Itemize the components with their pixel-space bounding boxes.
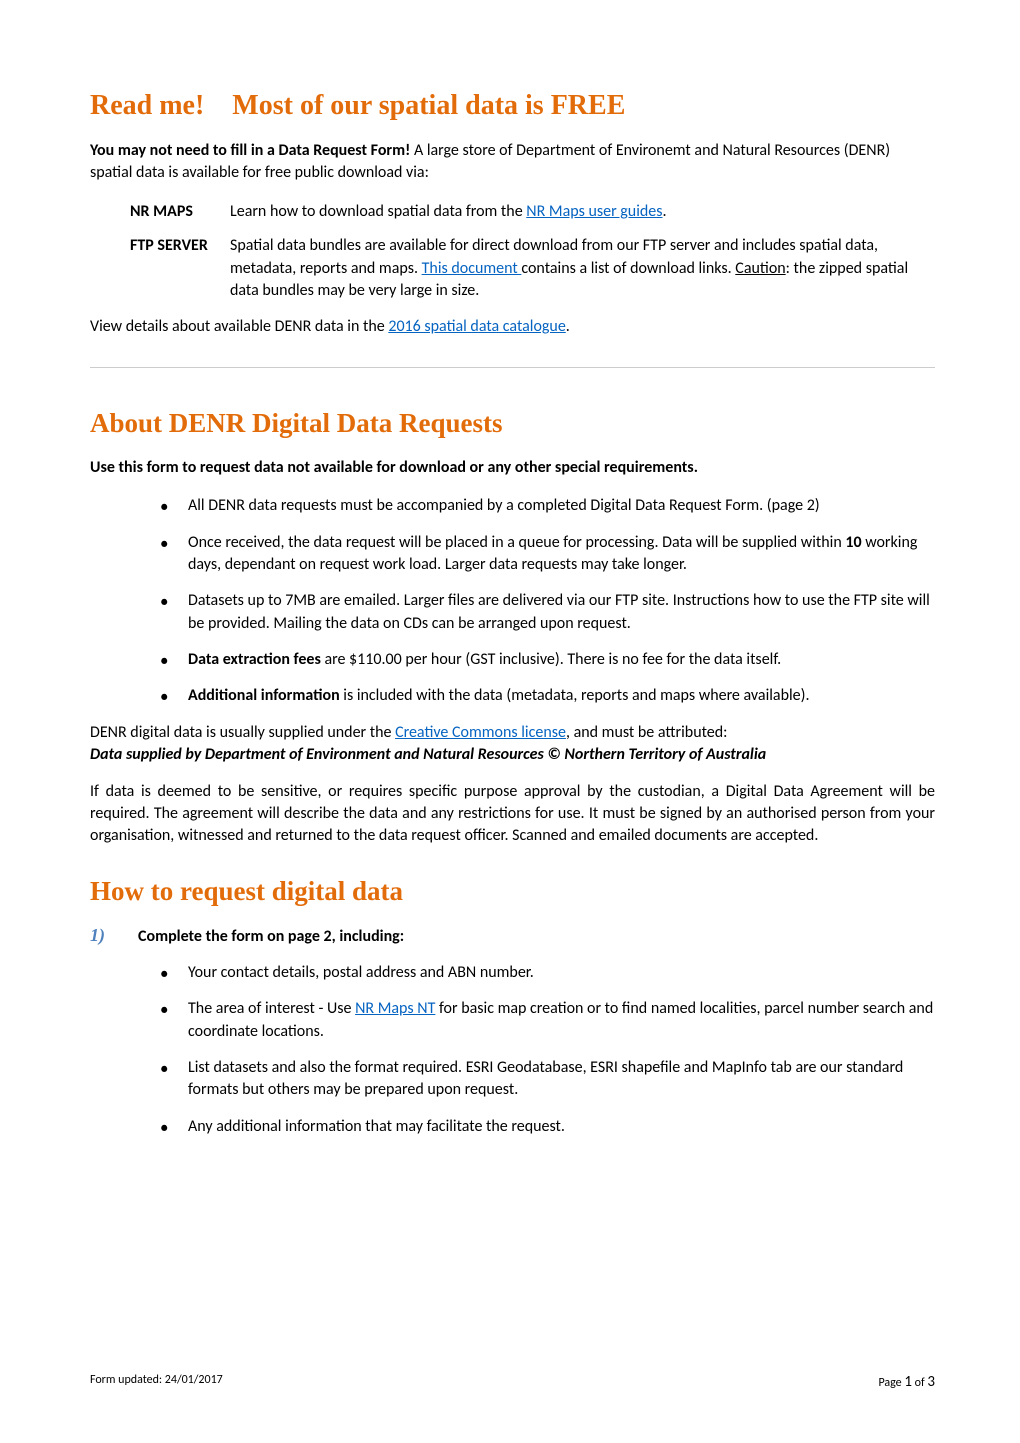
bullets-howto: Your contact details, postal address and… bbox=[90, 962, 935, 1138]
catalogue-link[interactable]: 2016 spatial data catalogue bbox=[388, 317, 565, 336]
bullet-text: Once received, the data request will be … bbox=[188, 533, 917, 574]
def-ftp-t2: contains a list of download links. bbox=[521, 259, 735, 278]
def-nrmaps-label: NR MAPS bbox=[130, 201, 230, 223]
bullet-text: List datasets and also the format requir… bbox=[188, 1058, 903, 1099]
step-1-text: Complete the form on page 2, including: bbox=[138, 927, 404, 946]
bullet-item: Datasets up to 7MB are emailed. Larger f… bbox=[160, 590, 935, 635]
attribution-text: Data supplied by Department of Environme… bbox=[90, 745, 766, 764]
license-paragraph: DENR digital data is usually supplied un… bbox=[90, 722, 935, 767]
bullet-item: List datasets and also the format requir… bbox=[160, 1057, 935, 1102]
def-nrmaps-t2: . bbox=[663, 202, 667, 221]
ftp-document-link[interactable]: This document bbox=[422, 259, 522, 278]
bullet-text: Data extraction fees are $110.00 per hou… bbox=[188, 650, 781, 669]
bullet-text: Any additional information that may faci… bbox=[188, 1117, 565, 1136]
heading-about: About DENR Digital Data Requests bbox=[90, 408, 935, 439]
bullet-item: Additional information is included with … bbox=[160, 685, 935, 707]
bullet-item: Any additional information that may faci… bbox=[160, 1116, 935, 1138]
catalogue-t2: . bbox=[566, 317, 570, 336]
bullet-item: All DENR data requests must be accompani… bbox=[160, 495, 935, 517]
cc-license-link[interactable]: Creative Commons license bbox=[395, 723, 566, 742]
footer-page-prefix: Page bbox=[878, 1376, 904, 1390]
intro-paragraph: You may not need to fill in a Data Reque… bbox=[90, 140, 935, 185]
bullet-item: The area of interest - Use NR Maps NT fo… bbox=[160, 998, 935, 1043]
def-ftp-row: FTP SERVER Spatial data bundles are avai… bbox=[90, 235, 935, 302]
bullets-about: All DENR data requests must be accompani… bbox=[90, 495, 935, 708]
nrmaps-guides-link[interactable]: NR Maps user guides bbox=[526, 202, 662, 221]
bullet-text: Additional information is included with … bbox=[188, 686, 810, 705]
bullet-item: Once received, the data request will be … bbox=[160, 532, 935, 577]
def-nrmaps-row: NR MAPS Learn how to download spatial da… bbox=[90, 201, 935, 223]
footer-page-cur: 1 bbox=[904, 1373, 912, 1391]
def-ftp-label: FTP SERVER bbox=[130, 235, 230, 302]
def-nrmaps-t1: Learn how to download spatial data from … bbox=[230, 202, 526, 221]
bullet-item: Your contact details, postal address and… bbox=[160, 962, 935, 984]
heading-readme-part2: Most of our spatial data is FREE bbox=[232, 90, 625, 121]
catalogue-t1: View details about available DENR data i… bbox=[90, 317, 388, 336]
def-nrmaps-content: Learn how to download spatial data from … bbox=[230, 201, 935, 223]
footer-updated: Form updated: 24/01/2017 bbox=[90, 1373, 223, 1391]
useform-paragraph: Use this form to request data not availa… bbox=[90, 457, 935, 479]
bullet-text-part: The area of interest - Use bbox=[188, 999, 355, 1018]
def-ftp-caution: Caution bbox=[735, 259, 785, 278]
page-footer: Form updated: 24/01/2017 Page 1 of 3 bbox=[90, 1373, 935, 1391]
license-t1: DENR digital data is usually supplied un… bbox=[90, 723, 395, 742]
bullet-item: Data extraction fees are $110.00 per hou… bbox=[160, 649, 935, 671]
footer-page: Page 1 of 3 bbox=[878, 1373, 935, 1391]
heading-readme: Read me! Most of our spatial data is FRE… bbox=[90, 90, 935, 122]
nrmaps-nt-link[interactable]: NR Maps NT bbox=[355, 999, 435, 1018]
intro-bold: You may not need to fill in a Data Reque… bbox=[90, 141, 410, 160]
section-divider bbox=[90, 367, 935, 368]
step-1-row: 1) Complete the form on page 2, includin… bbox=[90, 925, 935, 946]
step-1-number: 1) bbox=[90, 925, 138, 946]
def-ftp-content: Spatial data bundles are available for d… bbox=[230, 235, 935, 302]
bullet-text: All DENR data requests must be accompani… bbox=[188, 496, 820, 515]
bullet-text: Datasets up to 7MB are emailed. Larger f… bbox=[188, 591, 930, 632]
heading-readme-spacer bbox=[211, 90, 225, 121]
footer-page-of: of bbox=[912, 1376, 927, 1390]
sensitive-paragraph: If data is deemed to be sensitive, or re… bbox=[90, 781, 935, 848]
footer-page-total: 3 bbox=[927, 1373, 935, 1391]
heading-howto: How to request digital data bbox=[90, 876, 935, 907]
heading-readme-part1: Read me! bbox=[90, 90, 204, 121]
license-t2: , and must be attributed: bbox=[566, 723, 728, 742]
bullet-text: Your contact details, postal address and… bbox=[188, 963, 534, 982]
catalogue-paragraph: View details about available DENR data i… bbox=[90, 316, 935, 338]
